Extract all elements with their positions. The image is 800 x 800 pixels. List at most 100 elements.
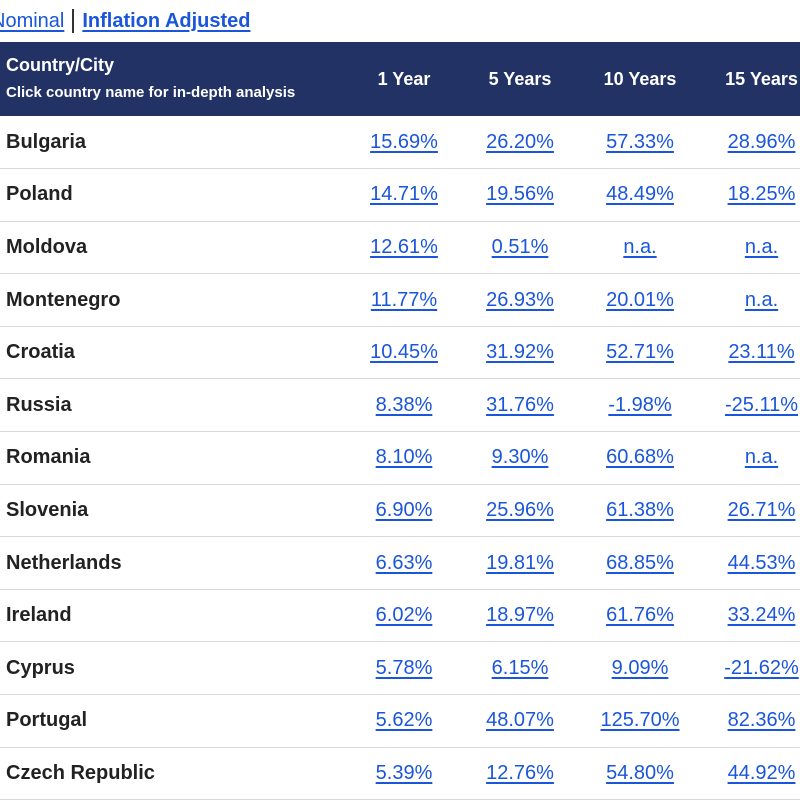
country-name[interactable]: Cyprus (6, 656, 75, 679)
one-year-value-link[interactable]: 11.77% (370, 288, 438, 311)
five-years-value-cell: 9.30% (463, 432, 577, 485)
fifteen-years-value-cell: 44.92% (703, 747, 800, 800)
ten-years-value-link[interactable]: 125.70% (600, 709, 680, 732)
five-years-value-link[interactable]: 26.20% (486, 130, 554, 153)
one-year-value-link[interactable]: 8.38% (375, 393, 433, 416)
country-name[interactable]: Croatia (6, 341, 75, 364)
five-years-value-link[interactable]: 0.51% (491, 235, 549, 258)
ten-years-value-link[interactable]: n.a. (623, 235, 657, 258)
country-name[interactable]: Russia (6, 393, 72, 416)
country-name[interactable]: Moldova (6, 235, 88, 258)
one-year-value-link[interactable]: 10.45% (370, 341, 438, 364)
ten-years-value-link[interactable]: 57.33% (606, 130, 674, 153)
ten-years-value-cell: 52.71% (577, 326, 703, 379)
ten-years-value-link[interactable]: 54.80% (606, 761, 674, 784)
fifteen-years-value-link[interactable]: 26.71% (727, 498, 796, 521)
fifteen-years-value-cell: n.a. (703, 432, 800, 485)
ten-years-value-cell: 61.76% (577, 589, 703, 642)
country-name[interactable]: Ireland (6, 604, 72, 627)
five-years-value-link[interactable]: 31.76% (486, 393, 554, 416)
fifteen-years-value-link[interactable]: 44.92% (727, 761, 796, 784)
country-name[interactable]: Bulgaria (6, 130, 87, 153)
ten-years-value-cell: 20.01% (577, 274, 703, 327)
country-name[interactable]: Romania (6, 446, 91, 469)
five-years-value-cell: 12.76% (463, 747, 577, 800)
five-years-value-link[interactable]: 19.81% (486, 551, 554, 574)
five-years-value-cell: 26.20% (463, 116, 577, 169)
one-year-value-cell: 15.69% (345, 116, 463, 169)
one-year-value-cell: 12.61% (345, 221, 463, 274)
fifteen-years-value-cell: 82.36% (703, 695, 800, 748)
five-years-value-link[interactable]: 25.96% (486, 498, 554, 521)
one-year-value-link[interactable]: 12.61% (370, 235, 438, 258)
five-years-value-link[interactable]: 26.93% (486, 288, 554, 311)
ten-years-value-cell: -1.98% (577, 379, 703, 432)
table-row: Slovenia 6.90% 25.96% 61.38% 26.71% (0, 484, 800, 537)
ten-years-value-cell: 125.70% (577, 695, 703, 748)
one-year-value-cell: 6.63% (345, 537, 463, 590)
one-year-column-header[interactable]: 1 Year (377, 68, 431, 89)
five-years-value-cell: 19.81% (463, 537, 577, 590)
five-years-value-link[interactable]: 18.97% (486, 604, 554, 627)
one-year-value-link[interactable]: 5.78% (375, 656, 433, 679)
five-years-value-link[interactable]: 12.76% (486, 761, 554, 784)
nominal-link[interactable]: Nominal (0, 9, 65, 32)
country-name[interactable]: Slovenia (6, 498, 89, 521)
ten-years-value-link[interactable]: 9.09% (611, 656, 669, 679)
ten-years-column-header[interactable]: 10 Years (603, 68, 677, 89)
fifteen-years-value-link[interactable]: 44.53% (727, 551, 796, 574)
five-years-value-link[interactable]: 6.15% (491, 656, 549, 679)
fifteen-years-value-link[interactable]: 23.11% (728, 341, 795, 364)
one-year-value-link[interactable]: 6.90% (375, 498, 433, 521)
country-name[interactable]: Portugal (6, 709, 88, 732)
ten-years-value-link[interactable]: 20.01% (606, 288, 674, 311)
fifteen-years-value-link[interactable]: -21.62% (724, 656, 799, 679)
table-row: Moldova 12.61% 0.51% n.a. n.a. (0, 221, 800, 274)
ten-years-value-link[interactable]: 60.68% (606, 446, 674, 469)
country-name[interactable]: Montenegro (6, 288, 121, 311)
ten-years-value-cell: 57.33% (577, 116, 703, 169)
one-year-value-cell: 8.10% (345, 432, 463, 485)
five-years-value-link[interactable]: 48.07% (486, 709, 554, 732)
inflation-adjusted-link[interactable]: Inflation Adjusted (82, 9, 251, 32)
fifteen-years-value-cell: n.a. (703, 221, 800, 274)
one-year-value-link[interactable]: 15.69% (370, 130, 438, 153)
one-year-value-link[interactable]: 5.62% (375, 709, 433, 732)
one-year-value-link[interactable]: 5.39% (375, 761, 433, 784)
ten-years-value-link[interactable]: 48.49% (606, 183, 674, 206)
five-years-column-header[interactable]: 5 Years (488, 68, 552, 89)
ten-years-value-link[interactable]: 52.71% (606, 341, 674, 364)
five-years-value-cell: 31.92% (463, 326, 577, 379)
five-years-value-link[interactable]: 19.56% (486, 183, 554, 206)
ten-years-value-link[interactable]: -1.98% (608, 393, 672, 416)
fifteen-years-value-link[interactable]: 28.96% (727, 130, 796, 153)
fifteen-years-value-cell: 44.53% (703, 537, 800, 590)
one-year-value-link[interactable]: 6.63% (375, 551, 433, 574)
country-name[interactable]: Netherlands (6, 551, 122, 574)
one-year-value-link[interactable]: 14.71% (370, 183, 438, 206)
one-year-value-link[interactable]: 8.10% (375, 446, 433, 469)
fifteen-years-value-link[interactable]: 18.25% (727, 183, 796, 206)
country-column-header[interactable]: Country/City Click country name for in-d… (0, 42, 345, 116)
fifteen-years-value-link[interactable]: n.a. (744, 235, 779, 258)
fifteen-years-value-link[interactable]: -25.11% (724, 393, 798, 416)
ten-years-value-cell: 68.85% (577, 537, 703, 590)
fifteen-years-value-cell: n.a. (703, 274, 800, 327)
five-years-value-link[interactable]: 31.92% (486, 341, 554, 364)
fifteen-years-value-link[interactable]: n.a. (744, 446, 779, 469)
five-years-value-cell: 19.56% (463, 169, 577, 222)
fifteen-years-value-link[interactable]: n.a. (744, 288, 779, 311)
country-name[interactable]: Czech Republic (6, 761, 155, 784)
ten-years-value-link[interactable]: 68.85% (606, 551, 674, 574)
one-year-value-link[interactable]: 6.02% (375, 604, 433, 627)
ten-years-value-link[interactable]: 61.38% (606, 498, 674, 521)
fifteen-years-value-link[interactable]: 33.24% (727, 604, 796, 627)
fifteen-years-column-header[interactable]: 15 Years (725, 68, 798, 89)
ten-years-value-link[interactable]: 61.76% (606, 604, 674, 627)
five-years-value-link[interactable]: 9.30% (491, 446, 549, 469)
fifteen-years-value-link[interactable]: 82.36% (727, 709, 796, 732)
price-change-table: Country/City Click country name for in-d… (0, 42, 800, 800)
country-name[interactable]: Poland (6, 183, 73, 206)
five-years-value-cell: 31.76% (463, 379, 577, 432)
fifteen-years-value-cell: 33.24% (703, 589, 800, 642)
